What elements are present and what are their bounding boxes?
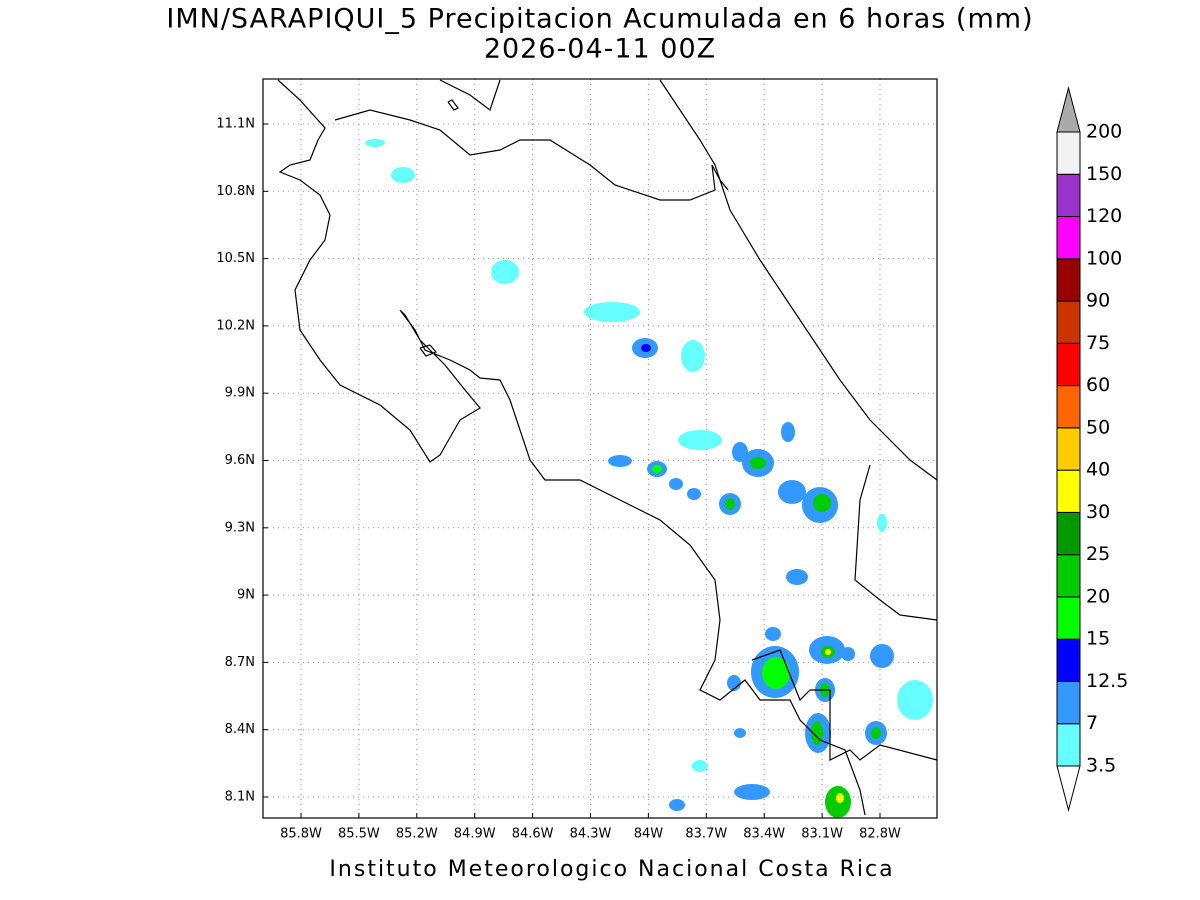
y-tick-label: 8.7N xyxy=(225,655,255,670)
colorbar-box xyxy=(1056,300,1081,344)
colorbar-label: 100 xyxy=(1086,247,1122,269)
x-tick-label: 84.6W xyxy=(512,827,554,842)
map-frame xyxy=(262,78,938,819)
colorbar-label: 150 xyxy=(1086,163,1122,185)
colorbar-box xyxy=(1056,469,1081,513)
colorbar-box xyxy=(1056,596,1081,640)
y-tick-label: 8.1N xyxy=(225,790,255,805)
y-tick-label: 10.8N xyxy=(216,184,255,199)
colorbar-label: 3.5 xyxy=(1086,755,1116,777)
colorbar-box xyxy=(1056,723,1081,767)
colorbar-box xyxy=(1056,216,1081,260)
colorbar-box xyxy=(1056,554,1081,598)
x-tick-label: 84.9W xyxy=(454,827,496,842)
colorbar-label: 7 xyxy=(1086,712,1098,734)
y-tick-label: 9.9N xyxy=(225,386,255,401)
colorbar-box xyxy=(1056,638,1081,682)
colorbar-low xyxy=(1056,765,1081,812)
x-tick-label: 83.1W xyxy=(801,827,843,842)
colorbar-label: 25 xyxy=(1086,543,1110,565)
colorbar-high xyxy=(1056,86,1081,133)
precipitation xyxy=(365,139,933,818)
y-tick-label: 9.3N xyxy=(225,520,255,535)
y-tick-label: 10.2N xyxy=(216,318,255,333)
colorbar-label: 75 xyxy=(1086,332,1110,354)
colorbar-label: 40 xyxy=(1086,459,1110,481)
y-tick-label: 11.1N xyxy=(216,117,255,132)
title: IMN/SARAPIQUI_5 Precipitacion Acumulada … xyxy=(166,4,1033,35)
colorbar-label: 30 xyxy=(1086,501,1110,523)
colorbar-label: 60 xyxy=(1086,374,1110,396)
y-tick-label: 9.6N xyxy=(225,453,255,468)
x-tick-label: 83.7W xyxy=(685,827,727,842)
colorbar-box xyxy=(1056,258,1081,302)
x-tick-label: 85.8W xyxy=(280,827,322,842)
colorbar-label: 120 xyxy=(1086,205,1122,227)
colorbar: 3.5 7 12.5 15 20 25 30 40 50 60 75 90 100 120 150 200 xyxy=(1056,86,1128,812)
colorbar-box xyxy=(1056,385,1081,429)
colorbar-box xyxy=(1056,511,1081,556)
footer: Instituto Meteorologico Nacional Costa R… xyxy=(329,857,894,882)
x-tick-label: 85.5W xyxy=(338,827,380,842)
coastline xyxy=(277,79,938,816)
colorbar-label: 20 xyxy=(1086,585,1110,607)
colorbar-box xyxy=(1056,342,1081,387)
x-tick-label: 85.2W xyxy=(396,827,438,842)
x-tick-label: 82.8W xyxy=(859,827,901,842)
colorbar-box xyxy=(1056,427,1081,471)
colorbar-label: 15 xyxy=(1086,628,1110,650)
colorbar-label: 200 xyxy=(1086,121,1122,143)
colorbar-box xyxy=(1056,173,1081,218)
colorbar-label: 90 xyxy=(1086,290,1110,312)
y-tick-label: 8.4N xyxy=(225,722,255,737)
y-tick-label: 9N xyxy=(237,588,255,603)
x-tick-label: 83.4W xyxy=(743,827,785,842)
colorbar-box xyxy=(1056,131,1081,175)
colorbar-box xyxy=(1056,680,1081,725)
colorbar-label: 50 xyxy=(1086,416,1110,438)
y-tick-label: 10.5N xyxy=(216,251,255,266)
grid xyxy=(263,79,937,818)
x-tick-label: 84W xyxy=(634,827,664,842)
colorbar-label: 12.5 xyxy=(1086,670,1128,692)
x-tick-label: 84.3W xyxy=(570,827,612,842)
subtitle: 2026-04-11 00Z xyxy=(484,34,716,65)
